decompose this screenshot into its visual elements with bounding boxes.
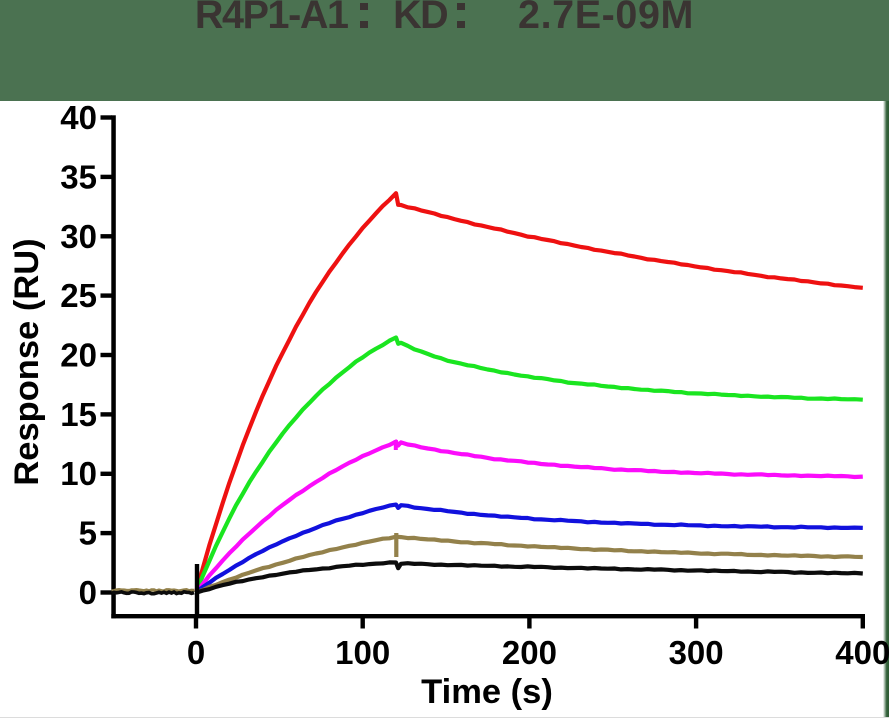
svg-text:25: 25	[60, 277, 97, 314]
svg-text:15: 15	[60, 396, 97, 433]
svg-text:30: 30	[60, 218, 97, 255]
svg-text:Response (RU): Response (RU)	[8, 238, 46, 485]
svg-text:300: 300	[669, 634, 724, 671]
svg-text:200: 200	[502, 634, 557, 671]
svg-text:400: 400	[835, 634, 889, 671]
svg-text:0: 0	[79, 574, 97, 611]
svg-text:5: 5	[79, 515, 97, 552]
svg-text:Time (s): Time (s)	[421, 673, 553, 711]
svg-text:35: 35	[60, 158, 97, 195]
svg-text:100: 100	[335, 634, 390, 671]
svg-text:20: 20	[60, 337, 97, 374]
svg-text:40: 40	[60, 99, 97, 136]
svg-text:10: 10	[60, 455, 97, 492]
svg-text:0: 0	[187, 634, 205, 671]
